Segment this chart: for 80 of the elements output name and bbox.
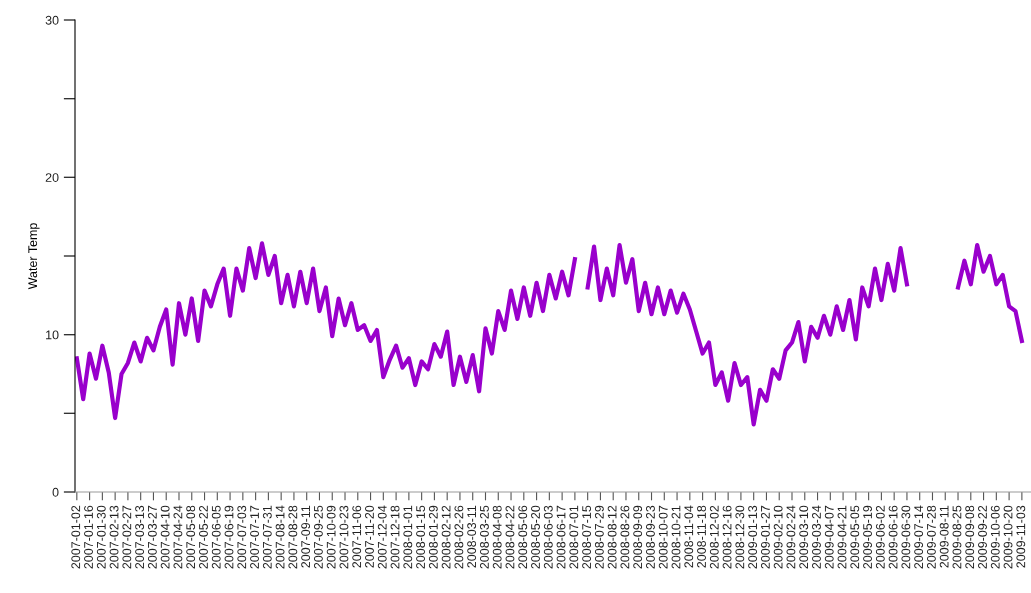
x-tick-label: 2008-03-25 (480, 505, 489, 569)
x-tick-label: 2008-07-01 (569, 505, 579, 569)
x-tick-label: 2007-11-20 (365, 505, 374, 568)
x-tick-label: 2009-09-08 (965, 505, 975, 569)
x-tick-label: 2008-08-26 (620, 505, 630, 569)
x-tick-label: 2008-11-04 (684, 505, 694, 568)
y-tick-label: 10 (46, 330, 59, 340)
x-tick-label: 2009-09-22 (978, 505, 987, 569)
x-tick-label: 2007-01-30 (96, 505, 106, 569)
x-tick-label: 2007-07-03 (237, 505, 247, 569)
x-tick-label: 2008-02-26 (454, 505, 464, 569)
x-tick-label: 2009-08-11 (939, 505, 949, 568)
x-tick-label: 2008-09-09 (633, 505, 643, 569)
x-tick-label: 2009-05-19 (863, 505, 872, 569)
x-tick-label: 2008-08-12 (607, 505, 617, 569)
x-tick-label: 2008-10-21 (671, 505, 681, 569)
x-tick-label: 2007-06-05 (211, 505, 221, 569)
x-tick-label: 2009-11-03 (1016, 505, 1026, 568)
x-tick-label: 2008-12-02 (709, 505, 719, 569)
x-tick-label: 2009-02-10 (773, 505, 783, 569)
x-tick-label: 2009-07-14 (914, 505, 924, 569)
x-tick-label: 2007-01-16 (84, 505, 93, 569)
x-tick-label: 2009-10-20 (1003, 505, 1013, 569)
x-tick-label: 2009-05-05 (850, 505, 860, 569)
x-tick-label: 2009-06-16 (888, 505, 898, 569)
x-tick-label: 2009-01-13 (748, 505, 758, 569)
x-tick-label: 2008-12-30 (735, 505, 745, 569)
x-tick-label: 2007-03-27 (147, 505, 157, 569)
x-tick-label: 2007-04-10 (160, 505, 170, 569)
x-tick-label: 2007-10-23 (339, 505, 349, 569)
x-tick-label: 2008-03-11 (467, 505, 477, 568)
x-tick-label: 2007-07-31 (262, 505, 272, 569)
x-tick-label: 2009-03-24 (812, 505, 821, 569)
y-tick-label: 0 (52, 487, 59, 497)
x-tick-label: 2007-02-27 (122, 505, 132, 569)
x-tick-label: 2007-12-04 (377, 505, 387, 569)
y-axis-title: Water Temp (28, 223, 40, 290)
x-tick-label: 2008-12-16 (722, 505, 732, 569)
x-tick-label: 2007-11-06 (352, 505, 362, 568)
y-tick-label: 30 (45, 15, 59, 25)
x-tick-label: 2009-03-10 (799, 505, 809, 569)
x-tick-label: 2008-05-06 (518, 505, 528, 569)
x-tick-label: 2008-02-12 (441, 505, 451, 569)
x-tick-label: 2008-04-22 (505, 505, 515, 569)
x-tick-label: 2008-01-01 (403, 505, 413, 569)
x-tick-label: 2008-06-03 (543, 505, 553, 569)
x-tick-label: 2009-01-27 (760, 505, 770, 569)
x-tick-label: 2007-05-08 (186, 505, 196, 569)
x-tick-label: 2007-01-02 (71, 505, 81, 569)
x-tick-label: 2009-06-30 (901, 505, 911, 569)
x-tick-label: 2007-10-09 (326, 505, 336, 569)
x-tick-label: 2007-05-22 (199, 505, 208, 569)
x-tick-label: 2008-04-08 (492, 505, 502, 569)
y-tick-label: 20 (45, 173, 59, 182)
x-tick-label: 2007-06-19 (224, 505, 234, 569)
x-tick-label: 2007-07-17 (250, 505, 259, 569)
x-tick-label: 2007-12-18 (390, 505, 400, 569)
x-tick-label: 2009-06-02 (875, 505, 885, 569)
x-tick-label: 2007-09-25 (313, 505, 323, 569)
x-tick-label: 2008-01-29 (428, 505, 438, 569)
x-tick-label: 2007-08-14 (275, 505, 285, 569)
x-tick-label: 2007-03-13 (135, 505, 145, 569)
x-tick-label: 2008-07-15 (582, 505, 592, 569)
x-tick-label: 2008-05-20 (531, 505, 540, 569)
x-tick-label: 2009-02-24 (786, 505, 796, 569)
x-tick-label: 2008-06-17 (556, 505, 566, 569)
x-tick-label: 2007-04-24 (173, 505, 183, 569)
x-tick-label: 2009-07-28 (926, 505, 936, 569)
x-tick-label: 2008-01-15 (416, 505, 425, 569)
x-tick-label: 2009-04-07 (824, 505, 834, 569)
x-tick-label: 2007-09-11 (301, 505, 311, 568)
x-tick-label: 2008-10-07 (658, 505, 668, 569)
x-tick-label: 2009-08-25 (952, 505, 962, 569)
x-tick-label: 2008-07-29 (594, 505, 604, 569)
x-tick-label: 2009-10-06 (990, 505, 1000, 569)
x-tick-label: 2007-02-13 (109, 505, 119, 569)
x-tick-label: 2009-04-21 (837, 505, 847, 569)
x-tick-label: 2007-08-28 (288, 505, 298, 569)
x-tick-label: 2008-11-18 (697, 505, 706, 568)
x-tick-label: 2008-09-23 (646, 505, 655, 569)
